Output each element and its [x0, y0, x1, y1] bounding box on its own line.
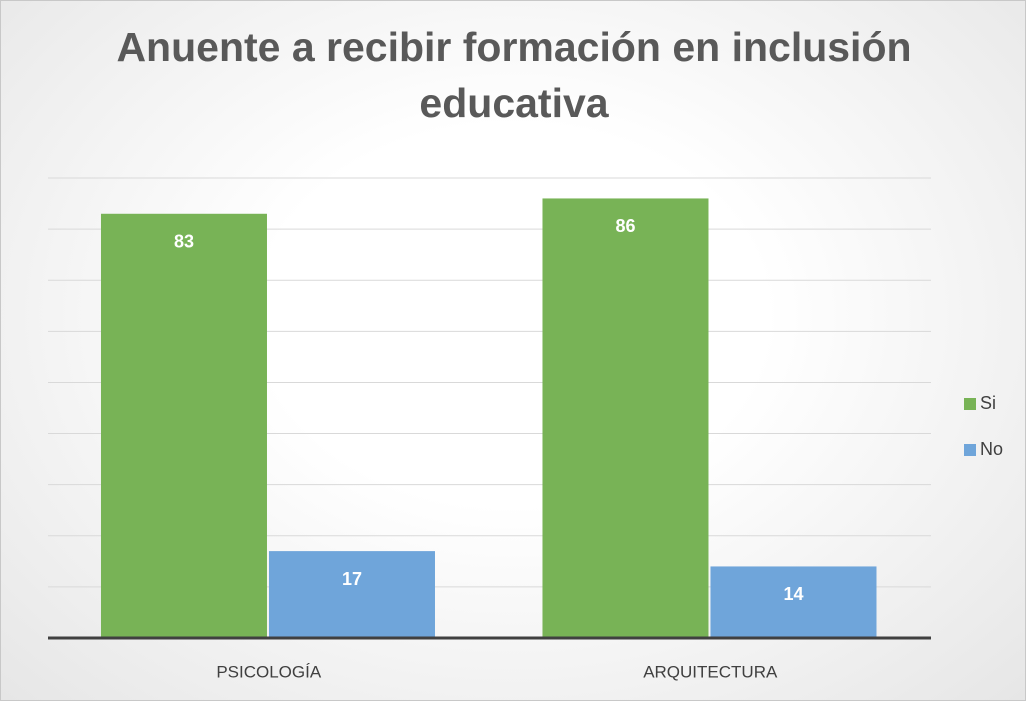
data-label: 86	[615, 216, 635, 236]
legend-swatch	[964, 398, 976, 410]
data-label: 14	[783, 584, 803, 604]
x-tick-label: ARQUITECTURA	[643, 662, 778, 681]
legend-label: No	[980, 439, 1003, 459]
legend-label: Si	[980, 393, 996, 413]
x-tick-label: PSICOLOGÍA	[216, 662, 322, 681]
chart-title: Anuente a recibir formación en inclusión…	[116, 24, 912, 126]
data-label: 83	[174, 232, 194, 252]
legend-swatch	[964, 444, 976, 456]
bar	[100, 213, 267, 638]
bar	[710, 566, 877, 638]
data-label: 17	[342, 569, 362, 589]
bar	[268, 551, 435, 638]
bar	[542, 198, 709, 638]
